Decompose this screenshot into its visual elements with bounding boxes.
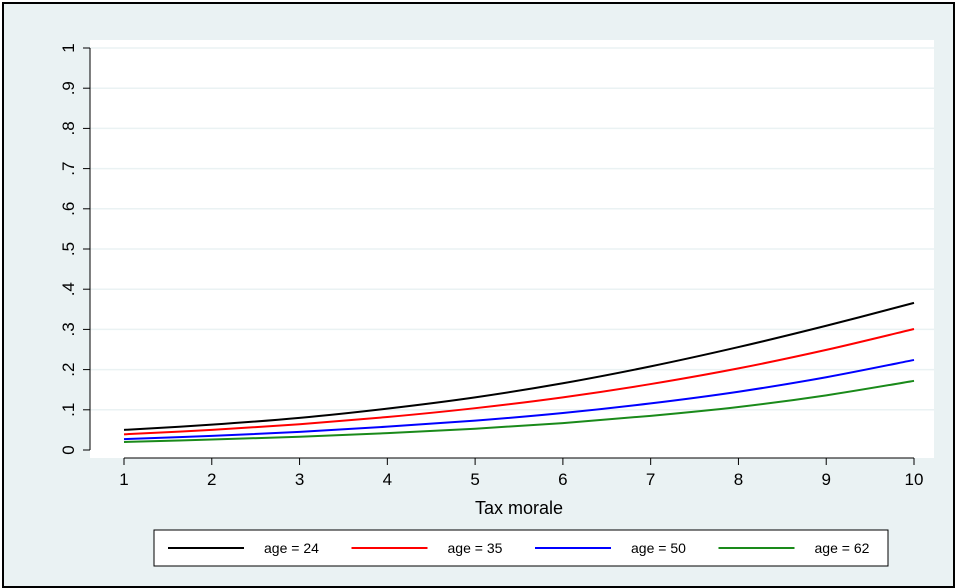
y-tick-label: .8 — [59, 121, 78, 135]
y-tick-label: 1 — [59, 43, 78, 52]
gridlines — [90, 47, 934, 411]
x-axis-ticks: 1 2 3 4 5 6 7 8 9 10 — [119, 458, 923, 489]
y-axis-ticks: 0 .1 .2 .3 .4 .5 .6 .7 .8 .9 1 — [59, 43, 90, 455]
x-tick-label: 6 — [558, 470, 567, 489]
y-tick-label: .4 — [59, 282, 78, 296]
y-tick-label: 0 — [59, 445, 78, 454]
legend-label: age = 24 — [264, 540, 319, 556]
y-tick-label: .5 — [59, 242, 78, 256]
legend-label: age = 50 — [631, 540, 686, 556]
series-line-2 — [123, 358, 915, 441]
y-tick-label: .6 — [59, 202, 78, 216]
legend-label: age = 35 — [448, 540, 503, 556]
y-tick-label: .3 — [59, 322, 78, 336]
x-tick-label: 3 — [295, 470, 304, 489]
line-chart: 0 .1 .2 .3 .4 .5 .6 .7 .8 .9 1 1 2 3 4 5 6 7 8 9 10 Tax mor… — [59, 40, 934, 567]
x-tick-label: 10 — [905, 470, 924, 489]
series-line-0 — [123, 301, 915, 431]
x-tick-label: 7 — [646, 470, 655, 489]
series-line-1 — [123, 328, 915, 436]
y-tick-label: .9 — [59, 81, 78, 95]
x-tick-label: 8 — [734, 470, 743, 489]
x-tick-label: 5 — [470, 470, 479, 489]
x-axis-title: Tax morale — [475, 498, 563, 518]
legend: age = 24 age = 35 age = 50 age = 62 — [153, 529, 889, 567]
series-layer — [123, 301, 915, 443]
x-tick-label: 1 — [119, 470, 128, 489]
y-tick-label: .2 — [59, 363, 78, 377]
x-tick-label: 4 — [383, 470, 392, 489]
y-tick-label: .1 — [59, 403, 78, 417]
legend-label: age = 62 — [815, 540, 870, 556]
y-tick-label: .7 — [59, 162, 78, 176]
x-tick-label: 2 — [207, 470, 216, 489]
series-line-3 — [123, 379, 915, 443]
x-tick-label: 9 — [821, 470, 830, 489]
